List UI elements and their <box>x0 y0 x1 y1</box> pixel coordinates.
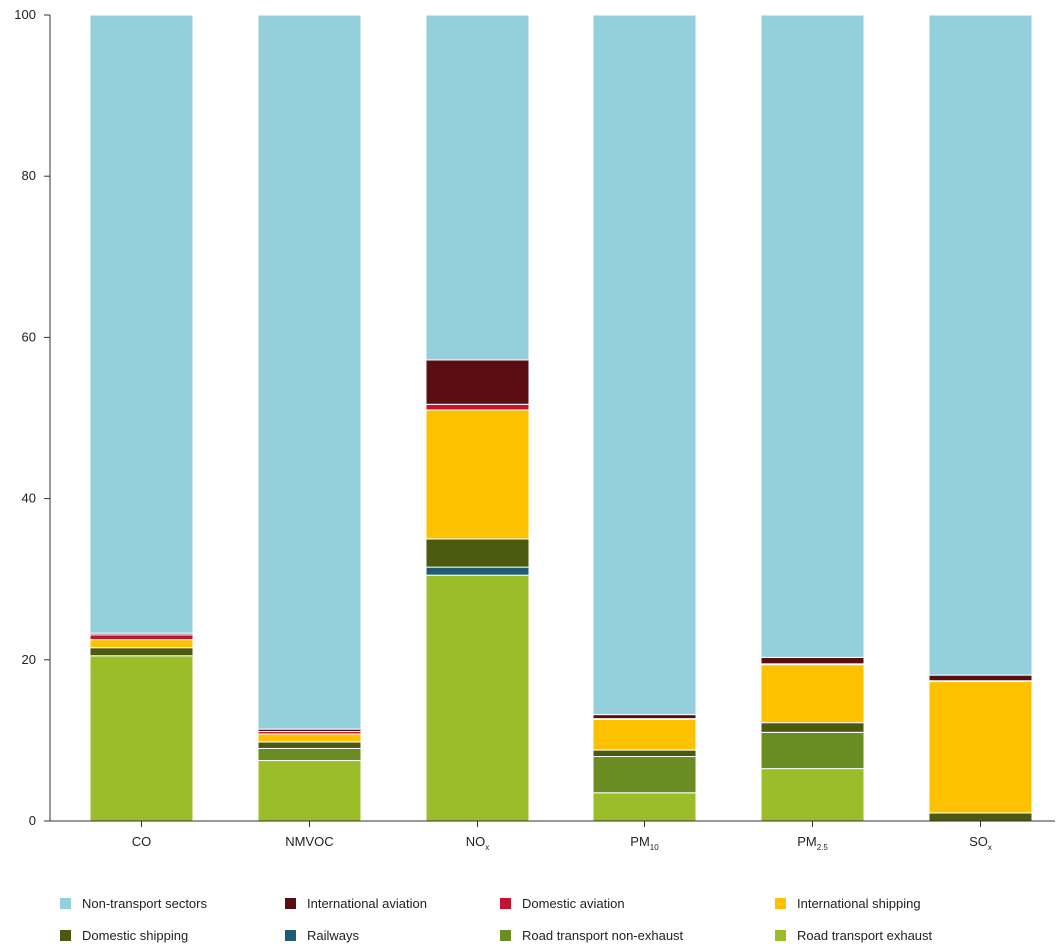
bar-segment-sox-domestic-shipping <box>929 813 1032 821</box>
bar-segment-pm2-5-road-transport-non-exhaust <box>761 732 864 768</box>
bar-segment-nox-international-shipping <box>426 410 529 539</box>
x-tick-label: PM2.5 <box>797 834 828 852</box>
x-tick-label-base: SO <box>969 834 988 849</box>
bar-segment-nmvoc-non-transport-sectors <box>258 15 361 729</box>
x-tick-label-base: CO <box>132 834 152 849</box>
bar-segment-co-road-transport-exhaust <box>90 656 193 821</box>
bar-segment-sox-international-shipping <box>929 682 1032 813</box>
legend-item-road-transport-exhaust: Road transport exhaust <box>775 928 933 943</box>
bars <box>90 15 1032 821</box>
bar-segment-pm10-international-shipping <box>593 719 696 750</box>
legend-item-non-transport-sectors: Non-transport sectors <box>60 896 207 911</box>
legend-item-domestic-shipping: Domestic shipping <box>60 928 188 943</box>
legend-label: Road transport non-exhaust <box>522 928 684 943</box>
bar-segment-pm10-international-aviation <box>593 715 696 719</box>
y-tick-label: 40 <box>22 491 36 506</box>
x-tick-label-subscript: 10 <box>650 843 659 852</box>
bar-segment-nox-non-transport-sectors <box>426 15 529 360</box>
y-tick-label: 60 <box>22 329 36 344</box>
y-tick-label: 20 <box>22 652 36 667</box>
y-tick-label: 0 <box>29 813 36 828</box>
bar-segment-sox-non-transport-sectors <box>929 15 1032 675</box>
legend-label: Domestic shipping <box>82 928 188 943</box>
y-tick-label: 100 <box>14 7 36 22</box>
bar-segment-sox-international-aviation <box>929 675 1032 681</box>
x-tick-label-subscript: x <box>988 843 992 852</box>
x-tick-label: NMVOC <box>285 834 333 849</box>
bar-segment-pm2-5-domestic-shipping <box>761 723 864 733</box>
legend-label: International aviation <box>307 896 427 911</box>
bar-segment-nmvoc-international-shipping <box>258 734 361 742</box>
bar-segment-pm10-road-transport-non-exhaust <box>593 757 696 793</box>
legend-label: Railways <box>307 928 360 943</box>
bar-segment-pm2-5-road-transport-exhaust <box>761 769 864 821</box>
bar-segment-nmvoc-road-transport-exhaust <box>258 761 361 821</box>
bar-segment-co-non-transport-sectors <box>90 15 193 633</box>
bar-segment-nmvoc-road-transport-non-exhaust <box>258 748 361 760</box>
x-tick-label: SOx <box>969 834 992 852</box>
legend-label: International shipping <box>797 896 921 911</box>
legend-swatch <box>775 930 786 941</box>
bar-segment-nmvoc-domestic-shipping <box>258 742 361 748</box>
bar-segment-pm2-5-non-transport-sectors <box>761 15 864 657</box>
x-tick-label: CO <box>132 834 152 849</box>
bar-segment-co-domestic-shipping <box>90 648 193 656</box>
legend-swatch <box>285 930 296 941</box>
bar-segment-nox-international-aviation <box>426 360 529 404</box>
bar-segment-nox-road-transport-exhaust <box>426 575 529 821</box>
x-tick-label-base: NO <box>466 834 486 849</box>
x-tick-label: PM10 <box>630 834 659 852</box>
x-tick-label-subscript: 2.5 <box>817 843 829 852</box>
legend-item-international-shipping: International shipping <box>775 896 921 911</box>
bar-segment-co-domestic-aviation <box>90 635 193 640</box>
bar-segment-pm2-5-international-shipping <box>761 665 864 723</box>
legend-swatch <box>775 898 786 909</box>
x-tick-label-base: PM <box>797 834 817 849</box>
bar-segment-nox-domestic-aviation <box>426 404 529 410</box>
legend-item-international-aviation: International aviation <box>285 896 427 911</box>
bar-segment-nox-railways <box>426 567 529 575</box>
legend-label: Road transport exhaust <box>797 928 933 943</box>
x-tick-label: NOx <box>466 834 490 852</box>
x-tick-label-base: PM <box>630 834 650 849</box>
y-axis: 0 20 40 60 80 100 <box>14 7 50 828</box>
legend-swatch <box>60 930 71 941</box>
x-axis: CO NMVOC NOx PM10 PM2.5 SOx <box>50 821 1055 852</box>
x-tick-label-subscript: x <box>485 843 489 852</box>
legend-swatch <box>60 898 71 909</box>
legend-label: Non-transport sectors <box>82 896 207 911</box>
legend-item-railways: Railways <box>285 928 360 943</box>
x-tick-label-base: NMVOC <box>285 834 333 849</box>
bar-segment-pm10-non-transport-sectors <box>593 15 696 715</box>
legend-swatch <box>500 930 511 941</box>
bar-segment-pm2-5-international-aviation <box>761 657 864 663</box>
bar-segment-pm10-domestic-shipping <box>593 750 696 756</box>
legend-swatch <box>500 898 511 909</box>
legend-label: Domestic aviation <box>522 896 625 911</box>
bar-segment-pm10-road-transport-exhaust <box>593 793 696 821</box>
bar-segment-nox-domestic-shipping <box>426 539 529 567</box>
bar-segment-co-international-shipping <box>90 640 193 648</box>
legend-swatch <box>285 898 296 909</box>
y-tick-label: 80 <box>22 168 36 183</box>
legend-item-domestic-aviation: Domestic aviation <box>500 896 625 911</box>
legend-item-road-transport-non-exhaust: Road transport non-exhaust <box>500 928 684 943</box>
legend: Non-transport sectors International aviat… <box>60 896 933 943</box>
